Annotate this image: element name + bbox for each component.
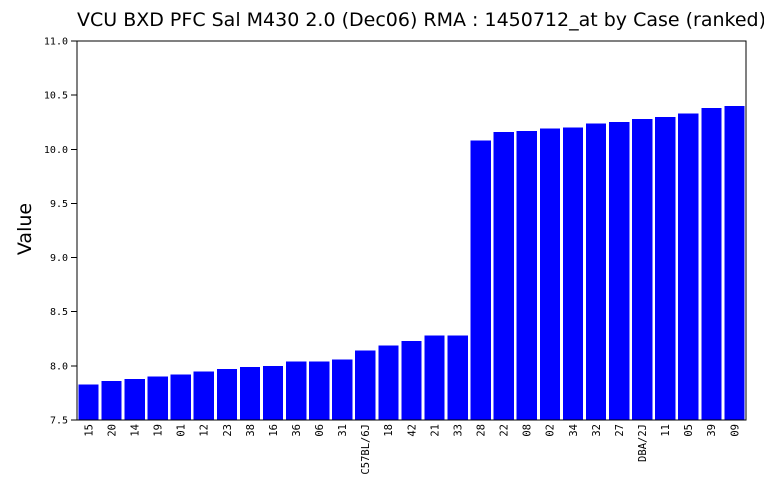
y-tick-label: 8.5 [50,307,68,318]
x-tick-label: 32 [591,424,603,437]
bar [262,365,284,420]
y-tick-label: 10.0 [44,145,68,156]
x-tick-label: 28 [476,424,488,437]
bar [101,381,122,420]
x-tick-label: 20 [106,424,118,437]
y-tick-label: 9.0 [50,253,68,264]
bar [539,128,561,420]
x-tick-label: DBA/2J [637,424,649,462]
bar [147,376,168,420]
x-tick-label: 23 [222,424,234,437]
bar [516,130,537,420]
x-tick-label: 01 [176,424,188,437]
bar [447,335,468,420]
bar [78,384,99,420]
bar [309,361,330,420]
x-tick-label: 11 [660,424,672,437]
x-tick-label: 08 [522,424,534,437]
bar [193,371,215,420]
bar [678,113,699,421]
bar [470,140,491,420]
bar [701,108,722,420]
bar [585,123,607,421]
axes-frame [76,40,747,421]
bar [401,340,422,420]
x-tick-label: 05 [683,424,695,437]
y-tick-label: 7.5 [50,416,68,427]
x-tick-label: 31 [337,424,349,437]
x-tick-label: 14 [129,424,141,437]
y-tick-label: 11.0 [44,37,68,48]
x-tick-label: C57BL/6J [360,424,372,475]
bar [655,116,676,421]
bar [286,361,307,420]
x-tick-label: 09 [729,424,741,437]
bar [239,366,261,420]
bar [355,350,376,420]
y-tick-label: 8.0 [50,361,68,372]
x-tick-label: 22 [499,424,511,437]
x-tick-label: 42 [406,424,418,437]
x-tick-label: 02 [545,424,557,437]
x-tick-label: 36 [291,424,303,437]
bar [170,374,191,420]
x-tick-label: 34 [568,424,580,437]
x-tick-label: 12 [199,424,211,437]
bar [493,131,514,420]
bar [562,127,584,420]
x-tick-label: 15 [83,424,95,437]
x-tick-label: 27 [614,424,626,437]
y-tick-label: 9.5 [50,199,68,210]
x-tick-label: 21 [429,424,441,437]
x-tick-label: 38 [245,424,257,437]
y-tick-label: 10.5 [44,91,68,102]
chart-title: VCU BXD PFC Sal M430 2.0 (Dec06) RMA : 1… [77,9,764,31]
bar [608,122,630,421]
x-tick-label: 06 [314,424,326,437]
x-tick-label: 16 [268,424,280,437]
bar [216,369,238,420]
x-tick-label: 33 [452,424,464,437]
bar [424,335,445,420]
bar [378,345,399,420]
bar [332,359,353,420]
x-tick-label: 39 [706,424,718,437]
x-tick-label: 18 [383,424,395,437]
bar [724,105,745,420]
bar [124,378,145,420]
x-tick-label: 19 [153,424,165,437]
bar [632,118,653,420]
